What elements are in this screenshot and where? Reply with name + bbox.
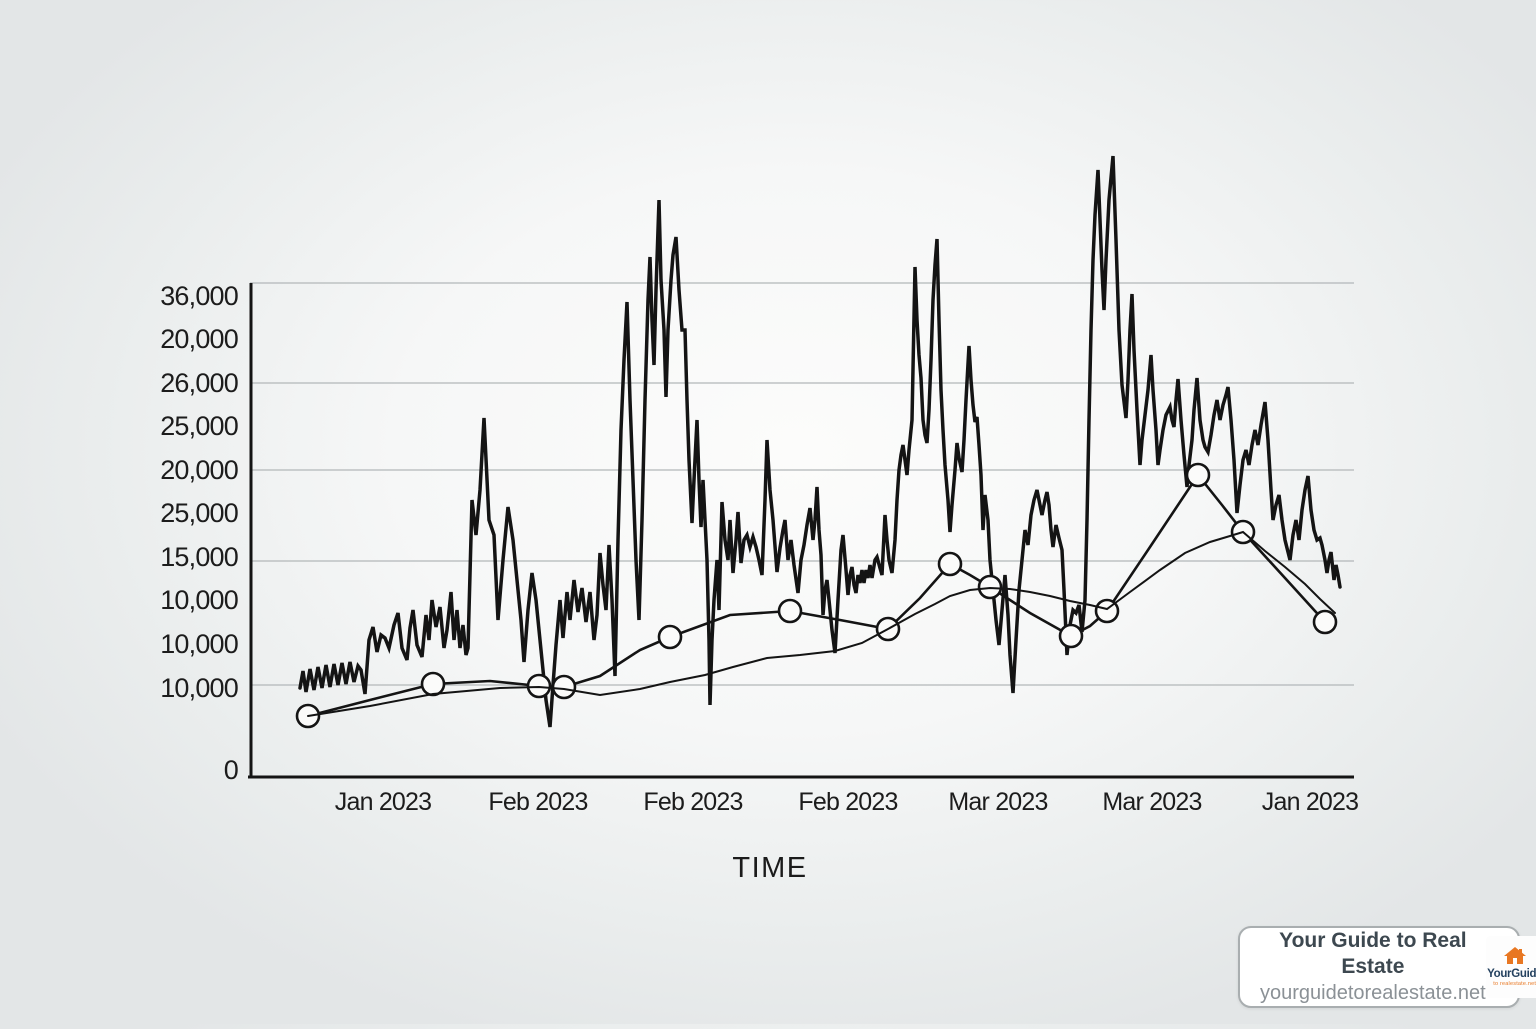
data-point-marker [937,551,963,577]
badge-text-block: Your Guide to Real Estate yourguidetorea… [1260,928,1486,1007]
data-point-marker [551,674,577,700]
x-tick-label: Feb 2023 [643,788,742,816]
y-tick-label: 25,000 [160,498,238,528]
y-tick-label: 10,000 [160,629,238,659]
series-3-smooth-path [307,530,1336,717]
badge-title: Your Guide to Real Estate [1279,928,1467,978]
data-point-marker [1058,623,1084,649]
x-tick-label: Mar 2023 [948,788,1047,816]
house-icon [1503,947,1527,970]
x-tick-label: Feb 2023 [798,788,897,816]
series-1-volatile-path [298,155,1342,728]
y-tick-label: 15,000 [160,542,238,572]
y-tick-label: 20,000 [160,455,238,485]
x-tick-label: Jan 2023 [335,788,431,816]
data-point-marker [657,624,683,650]
y-tick-label: 0 [224,755,238,785]
watermark-badge[interactable]: Your Guide to Real Estate yourguidetorea… [1238,926,1536,1008]
data-point-marker [1185,462,1211,488]
badge-url: yourguidetorealestate.net [1260,982,1486,1005]
y-tick-label: 25,000 [160,411,238,441]
y-tick-label: 36,000 [160,281,238,311]
x-axis-title: TIME [732,852,808,884]
x-tick-label: Jan 2023 [1262,788,1358,816]
data-point-marker [1312,609,1338,635]
x-tick-label: Mar 2023 [1102,788,1201,816]
x-tick-label: Feb 2023 [488,788,587,816]
y-tick-label: 10,000 [160,673,238,703]
y-tick-label: 20,000 [160,324,238,354]
y-tick-label: 10,000 [160,585,238,615]
badge-logo-tagline: to realestate.net [1493,981,1536,987]
y-tick-label: 26,000 [160,368,238,398]
data-point-marker [777,598,803,624]
data-point-marker [420,671,446,697]
